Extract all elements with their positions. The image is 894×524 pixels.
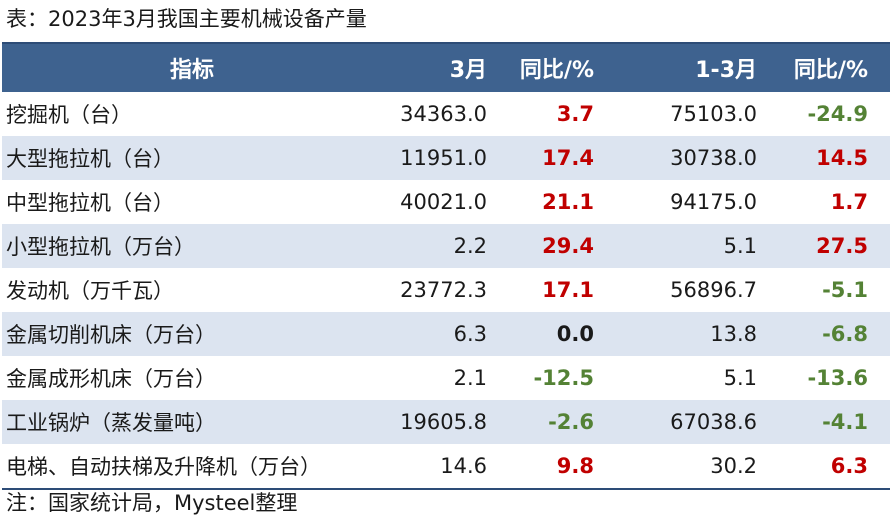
q1-value-cell: 5.1 bbox=[723, 366, 757, 390]
header-march: 3月 bbox=[449, 58, 487, 83]
march-value-cell: 23772.3 bbox=[400, 278, 487, 302]
q1-value-cell: 56896.7 bbox=[670, 278, 757, 302]
table-body: 挖掘机（台） 34363.0 3.7 75103.0 -24.9 大型拖拉机（台） 1195… bbox=[2, 92, 890, 488]
march-value-cell: 11951.0 bbox=[400, 146, 487, 170]
q1-yoy-cell: -5.1 bbox=[822, 278, 868, 302]
q1-value-cell: 67038.6 bbox=[670, 410, 757, 434]
table-row: 电梯、自动扶梯及升降机（万台） 14.6 9.8 30.2 6.3 bbox=[2, 444, 890, 488]
indicator-cell: 小型拖拉机（万台） bbox=[6, 235, 195, 259]
march-value-cell: 19605.8 bbox=[400, 410, 487, 434]
march-yoy-cell: 17.4 bbox=[542, 146, 594, 170]
table-row: 金属切削机床（万台） 6.3 0.0 13.8 -6.8 bbox=[2, 312, 890, 356]
header-q1: 1-3月 bbox=[695, 58, 757, 83]
header-indicator: 指标 bbox=[169, 58, 214, 83]
table-row: 发动机（万千瓦） 23772.3 17.1 56896.7 -5.1 bbox=[2, 268, 890, 312]
march-value-cell: 40021.0 bbox=[400, 190, 487, 214]
q1-value-cell: 94175.0 bbox=[670, 190, 757, 214]
table-row: 大型拖拉机（台） 11951.0 17.4 30738.0 14.5 bbox=[2, 136, 890, 180]
table-row: 金属成形机床（万台） 2.1 -12.5 5.1 -13.6 bbox=[2, 356, 890, 400]
q1-yoy-cell: -4.1 bbox=[822, 410, 868, 434]
march-value-cell: 2.1 bbox=[453, 366, 487, 390]
q1-yoy-cell: 14.5 bbox=[816, 146, 868, 170]
indicator-cell: 大型拖拉机（台） bbox=[6, 147, 174, 171]
q1-yoy-cell: 6.3 bbox=[830, 454, 868, 478]
q1-yoy-cell: -6.8 bbox=[822, 322, 868, 346]
march-yoy-cell: 29.4 bbox=[542, 234, 594, 258]
q1-value-cell: 30.2 bbox=[710, 454, 757, 478]
march-yoy-cell: 21.1 bbox=[542, 190, 594, 214]
indicator-cell: 金属成形机床（万台） bbox=[6, 367, 216, 391]
q1-yoy-cell: 1.7 bbox=[830, 190, 868, 214]
header-q1-yoy: 同比/% bbox=[793, 58, 868, 83]
table-header-row: 指标 3月 同比/% 1-3月 同比/% bbox=[2, 44, 890, 92]
header-march-yoy: 同比/% bbox=[519, 58, 594, 83]
table-row: 小型拖拉机（万台） 2.2 29.4 5.1 27.5 bbox=[2, 224, 890, 268]
march-yoy-cell: 17.1 bbox=[542, 278, 594, 302]
indicator-cell: 发动机（万千瓦） bbox=[6, 279, 174, 303]
q1-value-cell: 30738.0 bbox=[670, 146, 757, 170]
table-caption: 表：2023年3月我国主要机械设备产量 bbox=[6, 7, 367, 31]
q1-yoy-cell: -24.9 bbox=[807, 102, 868, 126]
march-yoy-cell: 3.7 bbox=[556, 102, 594, 126]
march-value-cell: 2.2 bbox=[453, 234, 487, 258]
indicator-cell: 中型拖拉机（台） bbox=[6, 191, 174, 215]
indicator-cell: 金属切削机床（万台） bbox=[6, 323, 216, 347]
q1-value-cell: 75103.0 bbox=[670, 102, 757, 126]
march-yoy-cell: 0.0 bbox=[556, 322, 594, 346]
march-yoy-cell: 9.8 bbox=[556, 454, 594, 478]
indicator-cell: 挖掘机（台） bbox=[6, 103, 132, 127]
q1-yoy-cell: -13.6 bbox=[807, 366, 868, 390]
march-value-cell: 6.3 bbox=[453, 322, 487, 346]
q1-value-cell: 13.8 bbox=[710, 322, 757, 346]
march-value-cell: 34363.0 bbox=[400, 102, 487, 126]
march-value-cell: 14.6 bbox=[440, 454, 487, 478]
indicator-cell: 工业锅炉（蒸发量吨） bbox=[6, 411, 216, 435]
table-row: 中型拖拉机（台） 40021.0 21.1 94175.0 1.7 bbox=[2, 180, 890, 224]
production-table: 指标 3月 同比/% 1-3月 同比/% 挖掘机（台） 34363.0 3.7 751… bbox=[2, 42, 890, 490]
q1-value-cell: 5.1 bbox=[723, 234, 757, 258]
indicator-cell: 电梯、自动扶梯及升降机（万台） bbox=[6, 455, 321, 479]
march-yoy-cell: -12.5 bbox=[533, 366, 594, 390]
source-note: 注：国家统计局，Mysteel整理 bbox=[6, 491, 298, 515]
table-row: 工业锅炉（蒸发量吨） 19605.8 -2.6 67038.6 -4.1 bbox=[2, 400, 890, 444]
table-row: 挖掘机（台） 34363.0 3.7 75103.0 -24.9 bbox=[2, 92, 890, 136]
march-yoy-cell: -2.6 bbox=[548, 410, 594, 434]
q1-yoy-cell: 27.5 bbox=[816, 234, 868, 258]
